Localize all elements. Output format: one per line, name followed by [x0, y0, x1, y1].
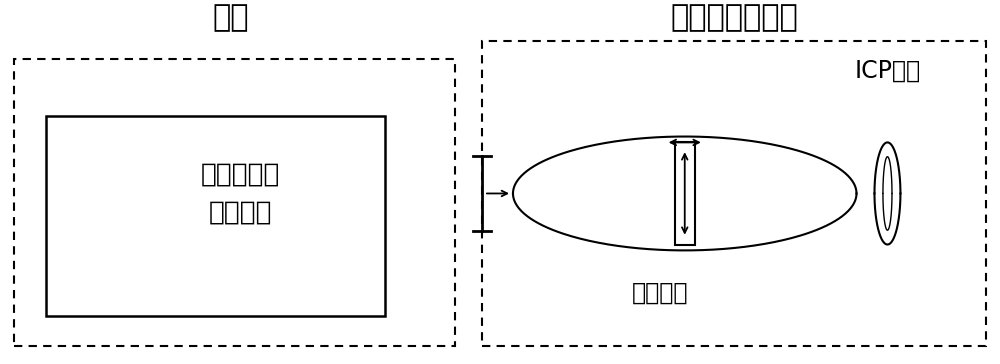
Bar [14, 59, 455, 346]
Text: 前置透镜: 前置透镜 [632, 281, 688, 305]
Text: 透射式前置光路: 透射式前置光路 [671, 3, 799, 32]
Text: 中阶梯光栅
分光系统: 中阶梯光栅 分光系统 [201, 162, 280, 225]
Text: ICP光源: ICP光源 [854, 59, 921, 83]
Text: 光室: 光室 [212, 3, 249, 32]
Bar [675, 142, 695, 245]
Bar [46, 116, 385, 316]
Bar [482, 41, 986, 346]
